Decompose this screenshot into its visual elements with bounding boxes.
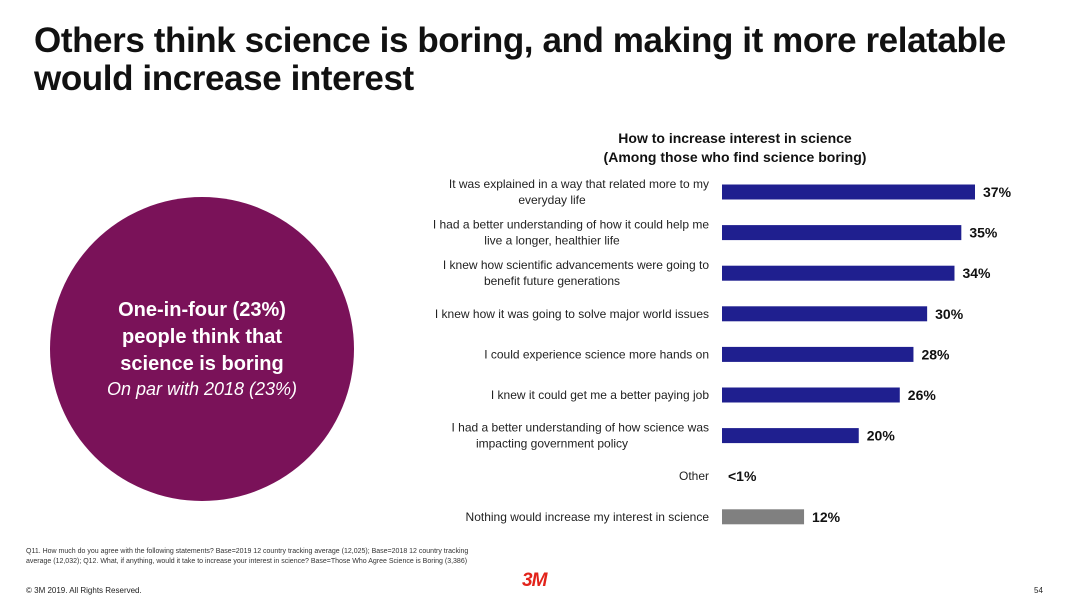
chart-title: How to increase interest in science (Amo… — [560, 129, 910, 167]
chart-title-line-2: (Among those who find science boring) — [603, 149, 867, 165]
page-number: 54 — [1034, 586, 1043, 595]
copyright: © 3M 2019. All Rights Reserved. — [26, 586, 142, 595]
3m-logo: 3M — [522, 570, 547, 591]
bar-value-label-6: 20% — [867, 428, 896, 444]
bar-4 — [722, 346, 914, 362]
bar-value-label-7: <1% — [728, 468, 757, 484]
category-label-6-1: impacting government policy — [476, 437, 628, 451]
category-label-7-0: Other — [679, 469, 709, 483]
page-title: Others think science is boring, and maki… — [34, 21, 1006, 98]
category-label-1-1: live a longer, healthier life — [484, 234, 620, 248]
bar-value-label-3: 30% — [935, 306, 964, 322]
bar-value-label-0: 37% — [983, 184, 1012, 200]
bar-value-label-5: 26% — [908, 387, 937, 403]
bar-value-label-4: 28% — [921, 346, 950, 362]
category-label-4-0: I could experience science more hands on — [484, 347, 709, 361]
category-label-3-0: I knew how it was going to solve major w… — [435, 307, 709, 321]
stat-callout-circle: One-in-four (23%) people think that scie… — [50, 197, 354, 501]
category-label-1-0: I had a better understanding of how it c… — [433, 218, 710, 232]
callout-main-text: One-in-four (23%) people think that scie… — [118, 299, 286, 375]
bar-1 — [722, 225, 962, 241]
bar-0 — [722, 184, 975, 200]
bar-value-label-2: 34% — [962, 265, 991, 281]
chart-title-line-1: How to increase interest in science — [618, 130, 852, 146]
callout-sub-text: On par with 2018 (23%) — [106, 379, 298, 399]
bar-value-label-8: 12% — [812, 509, 841, 525]
category-label-0-0: It was explained in a way that related m… — [449, 177, 709, 191]
category-label-2-1: benefit future generations — [484, 274, 620, 288]
category-label-2-0: I knew how scientific advancements were … — [443, 258, 709, 272]
footnote: Q11. How much do you agree with the foll… — [26, 548, 469, 565]
category-label-6-0: I had a better understanding of how scie… — [452, 421, 710, 435]
bar-8 — [722, 509, 805, 525]
category-label-0-1: everyday life — [518, 193, 586, 207]
bar-3 — [722, 306, 928, 322]
bar-5 — [722, 387, 900, 403]
bar-6 — [722, 428, 859, 444]
category-label-5-0: I knew it could get me a better paying j… — [491, 388, 709, 402]
bar-2 — [722, 265, 955, 281]
category-label-8-0: Nothing would increase my interest in sc… — [466, 510, 710, 524]
bar-value-label-1: 35% — [969, 225, 998, 241]
